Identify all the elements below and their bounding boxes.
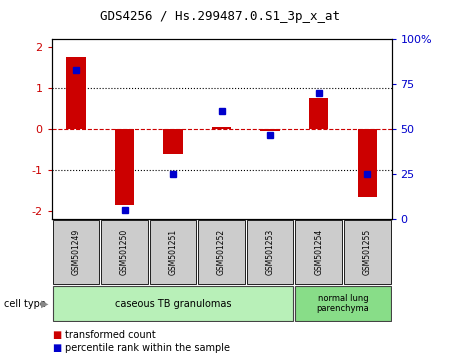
Bar bbox=[309, 98, 328, 129]
Text: ■: ■ bbox=[52, 330, 61, 339]
FancyBboxPatch shape bbox=[247, 220, 293, 284]
FancyBboxPatch shape bbox=[295, 220, 342, 284]
Text: cell type: cell type bbox=[4, 298, 46, 309]
Bar bbox=[212, 127, 231, 129]
FancyBboxPatch shape bbox=[101, 220, 148, 284]
FancyBboxPatch shape bbox=[53, 286, 293, 321]
Bar bbox=[66, 57, 86, 129]
Bar bbox=[357, 129, 377, 197]
Text: GSM501252: GSM501252 bbox=[217, 229, 226, 275]
FancyBboxPatch shape bbox=[150, 220, 196, 284]
FancyBboxPatch shape bbox=[198, 220, 245, 284]
Text: GSM501249: GSM501249 bbox=[72, 229, 81, 275]
Text: normal lung
parenchyma: normal lung parenchyma bbox=[317, 294, 369, 313]
Text: percentile rank within the sample: percentile rank within the sample bbox=[65, 343, 230, 353]
Text: ■: ■ bbox=[52, 343, 61, 353]
Text: GSM501255: GSM501255 bbox=[363, 229, 372, 275]
Text: GDS4256 / Hs.299487.0.S1_3p_x_at: GDS4256 / Hs.299487.0.S1_3p_x_at bbox=[100, 10, 341, 23]
FancyBboxPatch shape bbox=[53, 220, 99, 284]
Text: GSM501250: GSM501250 bbox=[120, 229, 129, 275]
Text: GSM501253: GSM501253 bbox=[266, 229, 274, 275]
FancyBboxPatch shape bbox=[295, 286, 391, 321]
Text: GSM501254: GSM501254 bbox=[314, 229, 323, 275]
Bar bbox=[115, 129, 134, 205]
Bar bbox=[261, 129, 280, 131]
Bar bbox=[163, 129, 183, 154]
Text: caseous TB granulomas: caseous TB granulomas bbox=[115, 298, 231, 309]
Text: transformed count: transformed count bbox=[65, 330, 156, 339]
Text: GSM501251: GSM501251 bbox=[169, 229, 178, 275]
Text: ▶: ▶ bbox=[41, 298, 49, 309]
FancyBboxPatch shape bbox=[344, 220, 391, 284]
